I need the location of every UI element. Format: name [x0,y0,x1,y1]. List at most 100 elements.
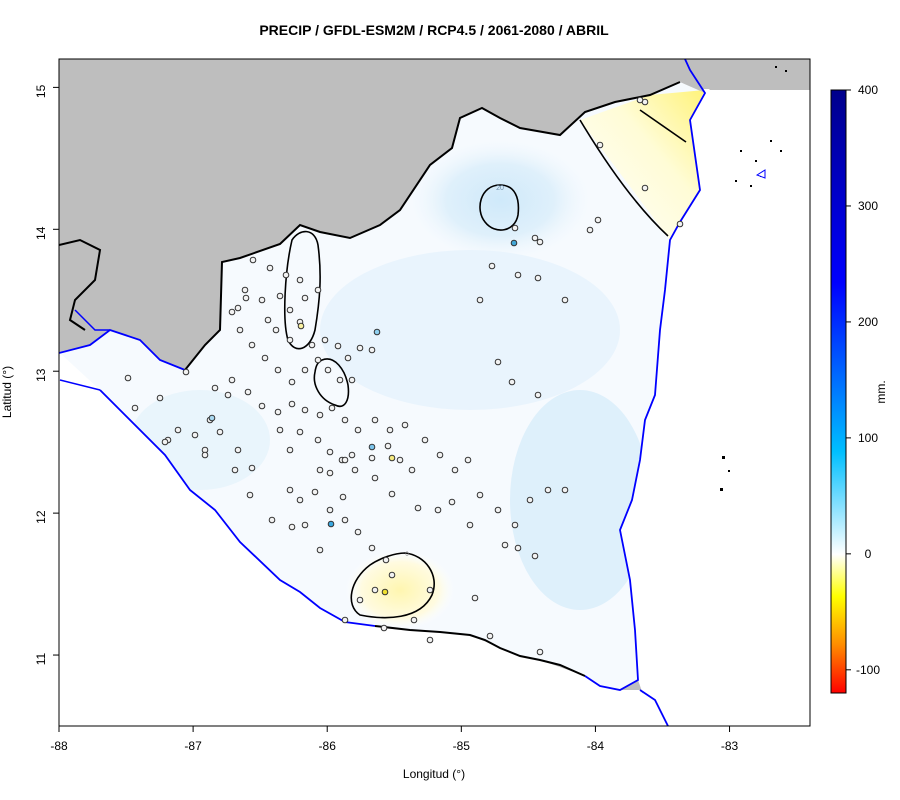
station-dot [268,516,276,524]
station-dot [356,344,364,352]
plot-frame [58,58,811,727]
x-tick-label: -86 [319,739,337,753]
station-dot-colored [373,328,381,336]
station-dot [396,456,404,464]
station-dot [258,296,266,304]
station-dot [288,400,296,408]
station-dot [234,446,242,454]
station-dot [301,294,309,302]
station-dot [676,220,684,228]
station-dot [341,456,349,464]
station-dot [316,546,324,554]
station-dot [388,490,396,498]
station-dot [341,616,349,624]
colorbar-tick-label: 200 [858,315,878,329]
station-dot [236,326,244,334]
colorbar-ticks: -100 0 100 200 300 400 [846,83,880,677]
station-dot [636,96,644,104]
station-dot [339,493,347,501]
x-tick-label: -87 [184,739,202,753]
station-dot [421,436,429,444]
station-dot [448,498,456,506]
station-dot [231,466,239,474]
station-dot [326,506,334,514]
y-tick-label: 14 [34,226,48,240]
station-dot [371,474,379,482]
station-dot-colored [381,588,389,596]
station-dot [414,504,422,512]
x-tick-label: -84 [587,739,605,753]
station-dot [301,366,309,374]
station-dot [348,376,356,384]
station-dot [534,391,542,399]
station-dot [536,238,544,246]
contour-label-zero: 0 [405,552,409,558]
station-dot [286,306,294,314]
station-dot [354,528,362,536]
station-dot [201,451,209,459]
station-dot [368,346,376,354]
station-dot [246,491,254,499]
station-dot [301,406,309,414]
station-dot [296,428,304,436]
station-dot [286,336,294,344]
y-axis-label: Latitud (°) [0,366,14,418]
station-dot [274,408,282,416]
x-tick-label: -85 [453,739,471,753]
southern-border [374,625,586,677]
station-dot [241,286,249,294]
station-dot [514,271,522,279]
station-dot [266,264,274,272]
station-dot [301,521,309,529]
station-dot [410,616,418,624]
station-dot [368,454,376,462]
station-dot [228,376,236,384]
station-dot [242,294,250,302]
station-dot [336,376,344,384]
station-dot [314,286,322,294]
colorbar-tick-label: 300 [858,199,878,213]
station-dot [348,451,356,459]
station-dot-colored [208,414,216,422]
station-dot [224,391,232,399]
station-dot [384,442,392,450]
station-dot [408,466,416,474]
station-dot [274,366,282,374]
station-dot [531,234,539,242]
station-dot [511,521,519,529]
northern-border [59,81,681,371]
station-dot [371,586,379,594]
station-dot [596,141,604,149]
station-dot [321,336,329,344]
station-dot [508,378,516,386]
station-dot [248,464,256,472]
y-tick-label: 11 [34,652,48,665]
station-dot [341,516,349,524]
y-tick-label: 12 [34,510,48,524]
station-dot [326,469,334,477]
contour-label: 20 [496,185,504,192]
station-dot [228,308,236,316]
station-dot [536,648,544,656]
contours [283,109,687,619]
station-dot [248,341,256,349]
station-dot [124,374,132,382]
station-dot [314,356,322,364]
station-dot [308,341,316,349]
station-dot [356,596,364,604]
station-dot [249,256,257,264]
station-dot [276,292,284,300]
station-dot [494,506,502,514]
station-dot [261,354,269,362]
station-dot [234,304,242,312]
station-dot [526,496,534,504]
station-dot [161,438,169,446]
station-dot [514,544,522,552]
station-dot [264,316,272,324]
colorbar-tick-label: 100 [858,431,878,445]
station-dot [511,224,519,232]
station-dot [334,342,342,350]
station-dot [316,466,324,474]
station-dot [451,466,459,474]
station-dot [466,521,474,529]
